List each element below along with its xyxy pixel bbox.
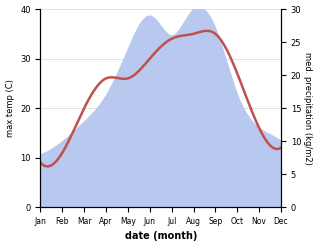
Y-axis label: med. precipitation (kg/m2): med. precipitation (kg/m2) — [303, 52, 313, 165]
Y-axis label: max temp (C): max temp (C) — [5, 79, 15, 137]
X-axis label: date (month): date (month) — [125, 231, 197, 242]
